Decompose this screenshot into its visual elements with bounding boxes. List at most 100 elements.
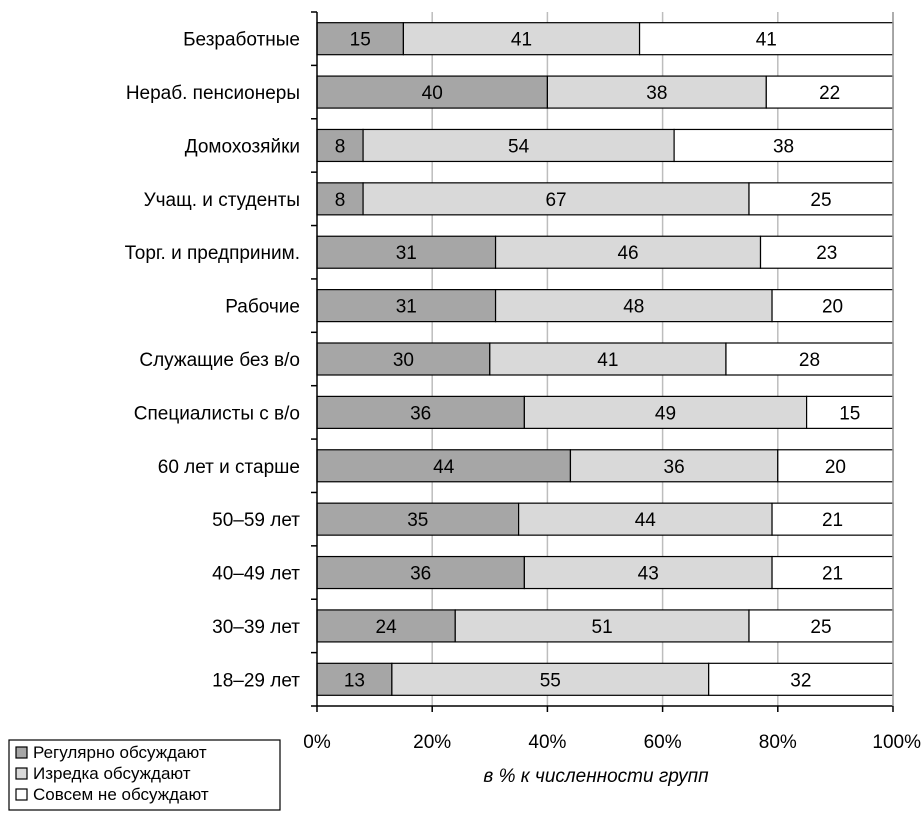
bar-segment [316, 342, 491, 376]
bar-segment [362, 182, 750, 216]
legend-swatch [15, 767, 28, 780]
data-label: 44 [635, 510, 657, 531]
data-label: 35 [407, 510, 428, 531]
bar-segment [569, 449, 779, 483]
data-label: 41 [597, 350, 618, 371]
data-label: 24 [376, 617, 398, 638]
bar-segment [777, 449, 894, 483]
data-label: 46 [617, 243, 638, 264]
data-label: 31 [396, 243, 417, 264]
data-label: 51 [592, 617, 613, 638]
data-label: 67 [545, 190, 566, 211]
data-label: 36 [410, 403, 431, 424]
bar-segment [523, 555, 773, 590]
data-label: 8 [335, 136, 346, 157]
bar-segment [316, 502, 520, 536]
bar-segment [316, 128, 364, 163]
bar-segment [316, 395, 525, 429]
data-label: 13 [344, 670, 365, 691]
bar-segment [316, 609, 456, 643]
bar-segment [771, 289, 894, 323]
data-label: 38 [773, 136, 794, 157]
data-label: 25 [810, 617, 831, 638]
legend-label: Регулярно обсуждают [33, 743, 207, 762]
category-label: 60 лет и старше [158, 457, 300, 478]
category-label: Учащ. и студенты [144, 190, 300, 211]
data-label: 20 [825, 457, 846, 478]
x-tick-label: 0% [303, 732, 331, 753]
bar-segment [517, 502, 773, 536]
legend-box [8, 739, 281, 811]
legend-swatch [15, 788, 28, 801]
category-label: Служащие без в/о [139, 350, 300, 371]
data-label: 21 [822, 510, 843, 531]
data-label: 55 [540, 670, 561, 691]
category-label: 40–49 лет [212, 564, 300, 585]
legend-label: Изредка обсуждают [33, 764, 191, 783]
bar-segment [391, 662, 710, 696]
bar-segment [489, 342, 727, 376]
category-label: Нераб. пенсионеры [126, 83, 300, 104]
axes [311, 11, 894, 712]
bar-segment [494, 289, 773, 323]
data-label: 36 [664, 457, 685, 478]
bar-segment [805, 395, 894, 429]
bar-segment [454, 609, 750, 643]
legend-label: Совсем не обсуждают [33, 785, 209, 804]
x-tick-label: 80% [759, 732, 797, 753]
data-label: 43 [638, 564, 659, 585]
bar-segment [759, 235, 894, 269]
bar-segment [316, 289, 497, 323]
data-label: 30 [393, 350, 414, 371]
data-label: 15 [839, 403, 860, 424]
x-tick-label: 60% [644, 732, 682, 753]
data-label: 32 [790, 670, 811, 691]
data-label: 44 [433, 457, 455, 478]
category-label: 18–29 лет [212, 670, 300, 691]
data-label: 48 [623, 297, 644, 318]
legend-swatch [15, 746, 28, 759]
x-tick-labels: 0% 20% 40% 60% 80% 100% [303, 732, 921, 753]
data-label: 28 [799, 350, 820, 371]
bar-segment [523, 395, 808, 429]
data-label: 38 [646, 83, 667, 104]
data-label: 15 [350, 30, 371, 51]
category-label: 50–59 лет [212, 510, 300, 531]
bar-segment [316, 22, 405, 56]
bar-segment [748, 609, 894, 643]
data-label: 41 [511, 30, 532, 51]
category-label: 30–39 лет [212, 617, 300, 638]
bar-segment [708, 662, 894, 696]
data-label: 41 [756, 30, 777, 51]
x-tick-label: 100% [872, 732, 921, 753]
data-label: 25 [810, 190, 831, 211]
category-label: Торг. и предприним. [125, 243, 300, 264]
data-label: 22 [819, 83, 840, 104]
bar-segment [725, 342, 894, 376]
category-label: Безработные [183, 30, 300, 51]
bar-segment [673, 128, 894, 163]
category-labels: Безработные Нераб. пенсионеры Домохозяйки У… [125, 30, 301, 692]
x-tick-label: 40% [528, 732, 566, 753]
bar-segment [638, 22, 894, 56]
data-label: 31 [396, 297, 417, 318]
data-label: 40 [422, 83, 443, 104]
category-label: Рабочие [225, 297, 300, 318]
x-axis-title: в % к численности групп [483, 766, 709, 787]
legend: Регулярно обсуждают Изредка обсуждают Совс… [8, 739, 281, 811]
data-label: 36 [410, 564, 431, 585]
category-label: Специалисты с в/о [134, 403, 300, 424]
data-label: 21 [822, 564, 843, 585]
bar-segment [546, 75, 767, 109]
data-label: 20 [822, 297, 843, 318]
data-label: 49 [655, 403, 676, 424]
category-label: Домохозяйки [185, 136, 300, 157]
x-tick-label: 20% [413, 732, 451, 753]
bars: 15 41 41 40 38 22 8 54 38 8 67 25 31 46 23 31 48 20 30 41 28… [316, 22, 894, 696]
bar-segment [771, 502, 894, 536]
data-label: 54 [508, 136, 530, 157]
data-label: 8 [335, 190, 346, 211]
bar-segment [402, 22, 641, 56]
data-label: 23 [816, 243, 837, 264]
